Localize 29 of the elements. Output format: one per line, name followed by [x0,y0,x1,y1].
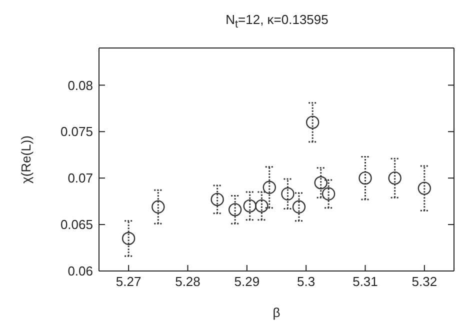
x-tick-label: 5.31 [352,274,378,290]
chart-title: N$_{t}$=12, κ=0.13595 [224,11,330,33]
point [322,187,336,200]
point [228,203,242,216]
point [358,171,372,185]
x-tick-label: 5.32 [412,274,438,290]
point [314,176,328,190]
x-tick-label: 5.29 [234,274,260,290]
point [281,187,294,200]
point [152,200,165,214]
point [306,116,320,129]
point [262,180,276,194]
x-tick-label: 5.3 [297,274,316,290]
point [418,182,432,195]
y-tick-label: 0.06 [68,264,93,279]
point [122,232,136,246]
x-tick-label: 5.27 [116,274,142,290]
point [210,192,224,206]
y-tick-label: 0.075 [60,124,93,140]
y-axis-title: χ(Re(L)) [18,136,34,184]
y-tick-label: 0.08 [68,78,93,93]
x-axis-title: β [272,305,280,320]
point [388,171,402,185]
point [255,199,268,213]
point [243,199,256,213]
point [292,200,306,214]
y-tick-label: 0.07 [68,170,93,186]
y-tick-label: 0.065 [60,217,93,232]
x-tick-label: 5.28 [175,274,200,290]
